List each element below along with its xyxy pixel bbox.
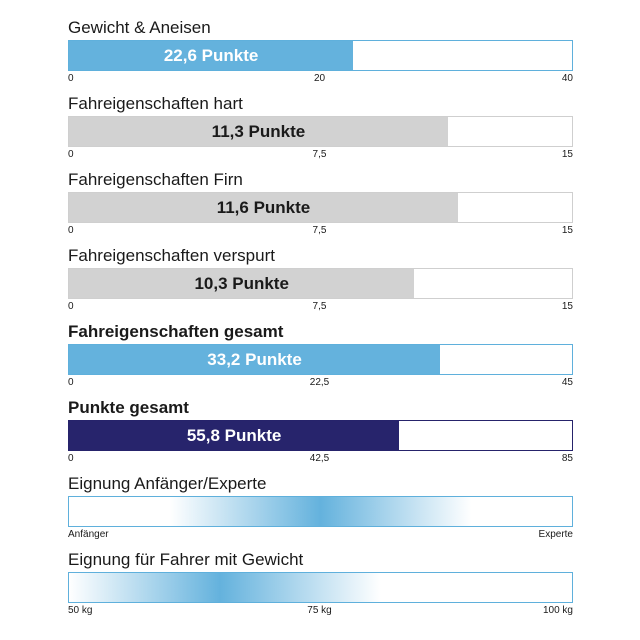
bar-track: 11,6 Punkte (68, 192, 573, 223)
bar-title: Fahreigenschaften gesamt (68, 322, 284, 341)
tick-label: 15 (561, 301, 573, 312)
bar-fill (69, 269, 415, 298)
tick-label: 42,5 (309, 453, 330, 464)
tick-label: 45 (561, 377, 573, 388)
bar-value-label: 33,2 Punkte (207, 350, 302, 369)
tick-label: 20 (313, 73, 326, 84)
suitability-track (68, 572, 573, 603)
bar-title: Fahreigenschaften Firn (68, 170, 243, 189)
bar-row: Fahreigenschaften hart 11,3 Punkte 0 7,5 15 (68, 94, 573, 164)
tick-label: 0 (68, 73, 74, 84)
tick-label: 0 (68, 301, 74, 312)
tick-label: 50 kg (68, 605, 93, 616)
bar-row: Gewicht & Aneisen 22,6 Punkte 0 20 40 (68, 18, 573, 88)
bar-row: Fahreigenschaften Firn 11,6 Punkte 0 7,5 15 (68, 170, 573, 240)
suitability-gradient (69, 497, 572, 526)
suitability-title: Eignung Anfänger/Experte (68, 474, 267, 493)
suitability-gradient (69, 573, 572, 602)
tick-label: 100 kg (542, 605, 573, 616)
bar-track: 22,6 Punkte (68, 40, 573, 71)
tick-label: Anfänger (68, 529, 109, 540)
bar-title: Punkte gesamt (68, 398, 189, 417)
bar-track: 10,3 Punkte (68, 268, 573, 299)
bar-value-label: 11,6 Punkte (216, 198, 311, 217)
bar-value-label: 22,6 Punkte (163, 46, 259, 65)
tick-label: 0 (68, 149, 74, 160)
bar-value-label: 10,3 Punkte (194, 274, 289, 293)
tick-label: Experte (538, 529, 573, 540)
bar-fill (69, 117, 448, 146)
bar-value-label: 11,3 Punkte (211, 122, 306, 141)
bar-fill (69, 41, 354, 70)
tick-label: 7,5 (312, 225, 327, 236)
tick-label: 15 (561, 225, 573, 236)
bar-row: Fahreigenschaften verspurt 10,3 Punkte 0 7,… (68, 246, 573, 316)
bar-fill (69, 193, 458, 222)
bar-track: 55,8 Punkte (68, 420, 573, 451)
tick-label: 22,5 (309, 377, 330, 388)
bar-value-label: 55,8 Punkte (186, 426, 282, 445)
bar-track: 33,2 Punkte (68, 344, 573, 375)
tick-label: 85 (561, 453, 573, 464)
tick-label: 75 kg (307, 605, 332, 616)
suitability-row: Eignung für Fahrer mit Gewicht 50 kg 75 kg… (68, 550, 573, 620)
tick-label: 0 (68, 453, 74, 464)
tick-label: 7,5 (312, 149, 327, 160)
bar-title: Fahreigenschaften hart (68, 94, 243, 113)
tick-label: 0 (68, 377, 74, 388)
bar-title: Gewicht & Aneisen (68, 18, 211, 37)
bar-track: 11,3 Punkte (68, 116, 573, 147)
tick-label: 40 (561, 73, 573, 84)
tick-label: 15 (561, 149, 573, 160)
tick-label: 0 (68, 225, 74, 236)
tick-label: 7,5 (312, 301, 327, 312)
suitability-row: Eignung Anfänger/Experte Anfänger Experte (68, 474, 573, 544)
bar-row: Punkte gesamt 55,8 Punkte 0 42,5 85 (68, 398, 573, 468)
suitability-title: Eignung für Fahrer mit Gewicht (68, 550, 304, 569)
bar-fill (69, 345, 441, 374)
bar-title: Fahreigenschaften verspurt (68, 246, 275, 265)
bar-row: Fahreigenschaften gesamt 33,2 Punkte 0 22,5… (68, 322, 573, 392)
bar-fill (69, 421, 400, 450)
suitability-track (68, 496, 573, 527)
